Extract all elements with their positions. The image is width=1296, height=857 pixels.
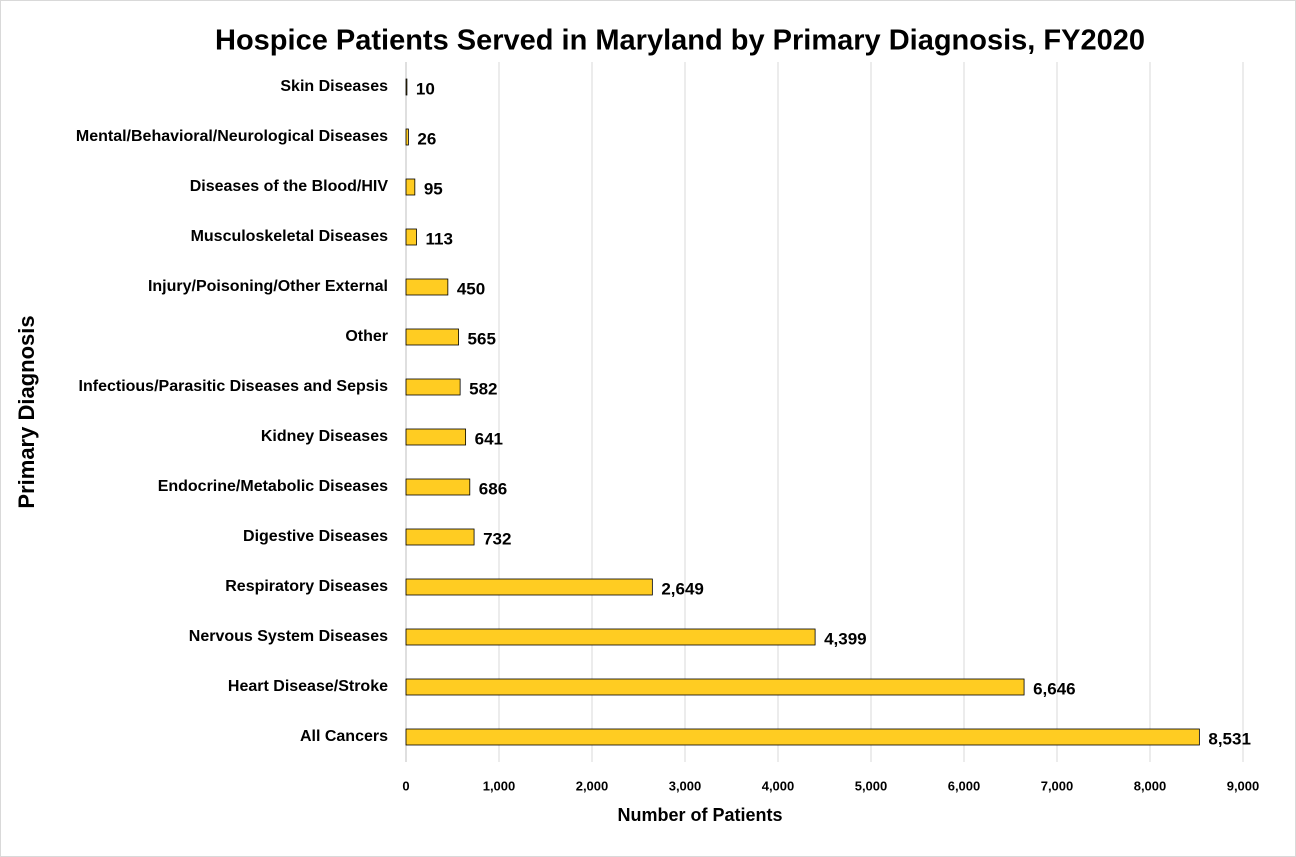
data-label: 732 [483, 529, 511, 548]
bar [405, 278, 449, 296]
data-label: 582 [469, 379, 497, 398]
data-label: 95 [424, 179, 443, 198]
y-tick-label: Other [345, 328, 388, 345]
bar [405, 478, 471, 496]
x-tick-label: 8,000 [1134, 778, 1167, 793]
x-axis-label: Number of Patients [617, 805, 782, 825]
x-tick-label: 1,000 [483, 778, 516, 793]
x-tick-label: 2,000 [576, 778, 609, 793]
y-tick-label: Skin Diseases [280, 78, 388, 95]
bar [405, 78, 408, 96]
data-label: 686 [479, 479, 507, 498]
bar [405, 678, 1025, 696]
data-label: 450 [457, 279, 485, 298]
y-tick-label: Diseases of the Blood/HIV [190, 178, 389, 195]
bar [405, 378, 461, 396]
bar [405, 328, 459, 346]
chart-title: Hospice Patients Served in Maryland by P… [215, 25, 1145, 57]
data-label: 6,646 [1033, 679, 1076, 698]
data-label: 565 [468, 329, 496, 348]
data-label: 8,531 [1208, 729, 1251, 748]
y-tick-label: Nervous System Diseases [189, 628, 388, 645]
y-tick-label: Kidney Diseases [261, 428, 388, 445]
data-label: 10 [416, 79, 435, 98]
x-tick-label: 6,000 [948, 778, 981, 793]
bar [405, 428, 467, 446]
x-tick-label: 9,000 [1227, 778, 1260, 793]
data-label: 4,399 [824, 629, 867, 648]
x-tick-label: 0 [402, 778, 409, 793]
bar [405, 228, 417, 246]
x-tick-label: 3,000 [669, 778, 702, 793]
x-tick-label: 7,000 [1041, 778, 1074, 793]
y-tick-label: Infectious/Parasitic Diseases and Sepsis [79, 378, 389, 395]
y-tick-label: Respiratory Diseases [225, 578, 388, 595]
data-label: 2,649 [661, 579, 704, 598]
y-tick-label: Endocrine/Metabolic Diseases [158, 478, 388, 495]
bar [405, 628, 816, 646]
y-axis-label: Primary Diagnosis [14, 315, 39, 508]
data-label: 26 [417, 129, 436, 148]
bar [405, 128, 409, 146]
y-tick-label: Digestive Diseases [243, 528, 388, 545]
y-tick-label: Mental/Behavioral/Neurological Diseases [76, 128, 388, 145]
bar [405, 728, 1200, 746]
data-label: 113 [426, 229, 453, 248]
y-tick-label: Injury/Poisoning/Other External [148, 278, 388, 295]
y-tick-label: Heart Disease/Stroke [228, 678, 388, 695]
x-tick-label: 5,000 [855, 778, 888, 793]
x-tick-label: 4,000 [762, 778, 795, 793]
bar [405, 528, 475, 546]
data-label: 641 [475, 429, 503, 448]
bar [405, 578, 653, 596]
bar [405, 178, 416, 196]
y-tick-label: All Cancers [300, 728, 388, 745]
y-tick-label: Musculoskeletal Diseases [191, 228, 389, 245]
